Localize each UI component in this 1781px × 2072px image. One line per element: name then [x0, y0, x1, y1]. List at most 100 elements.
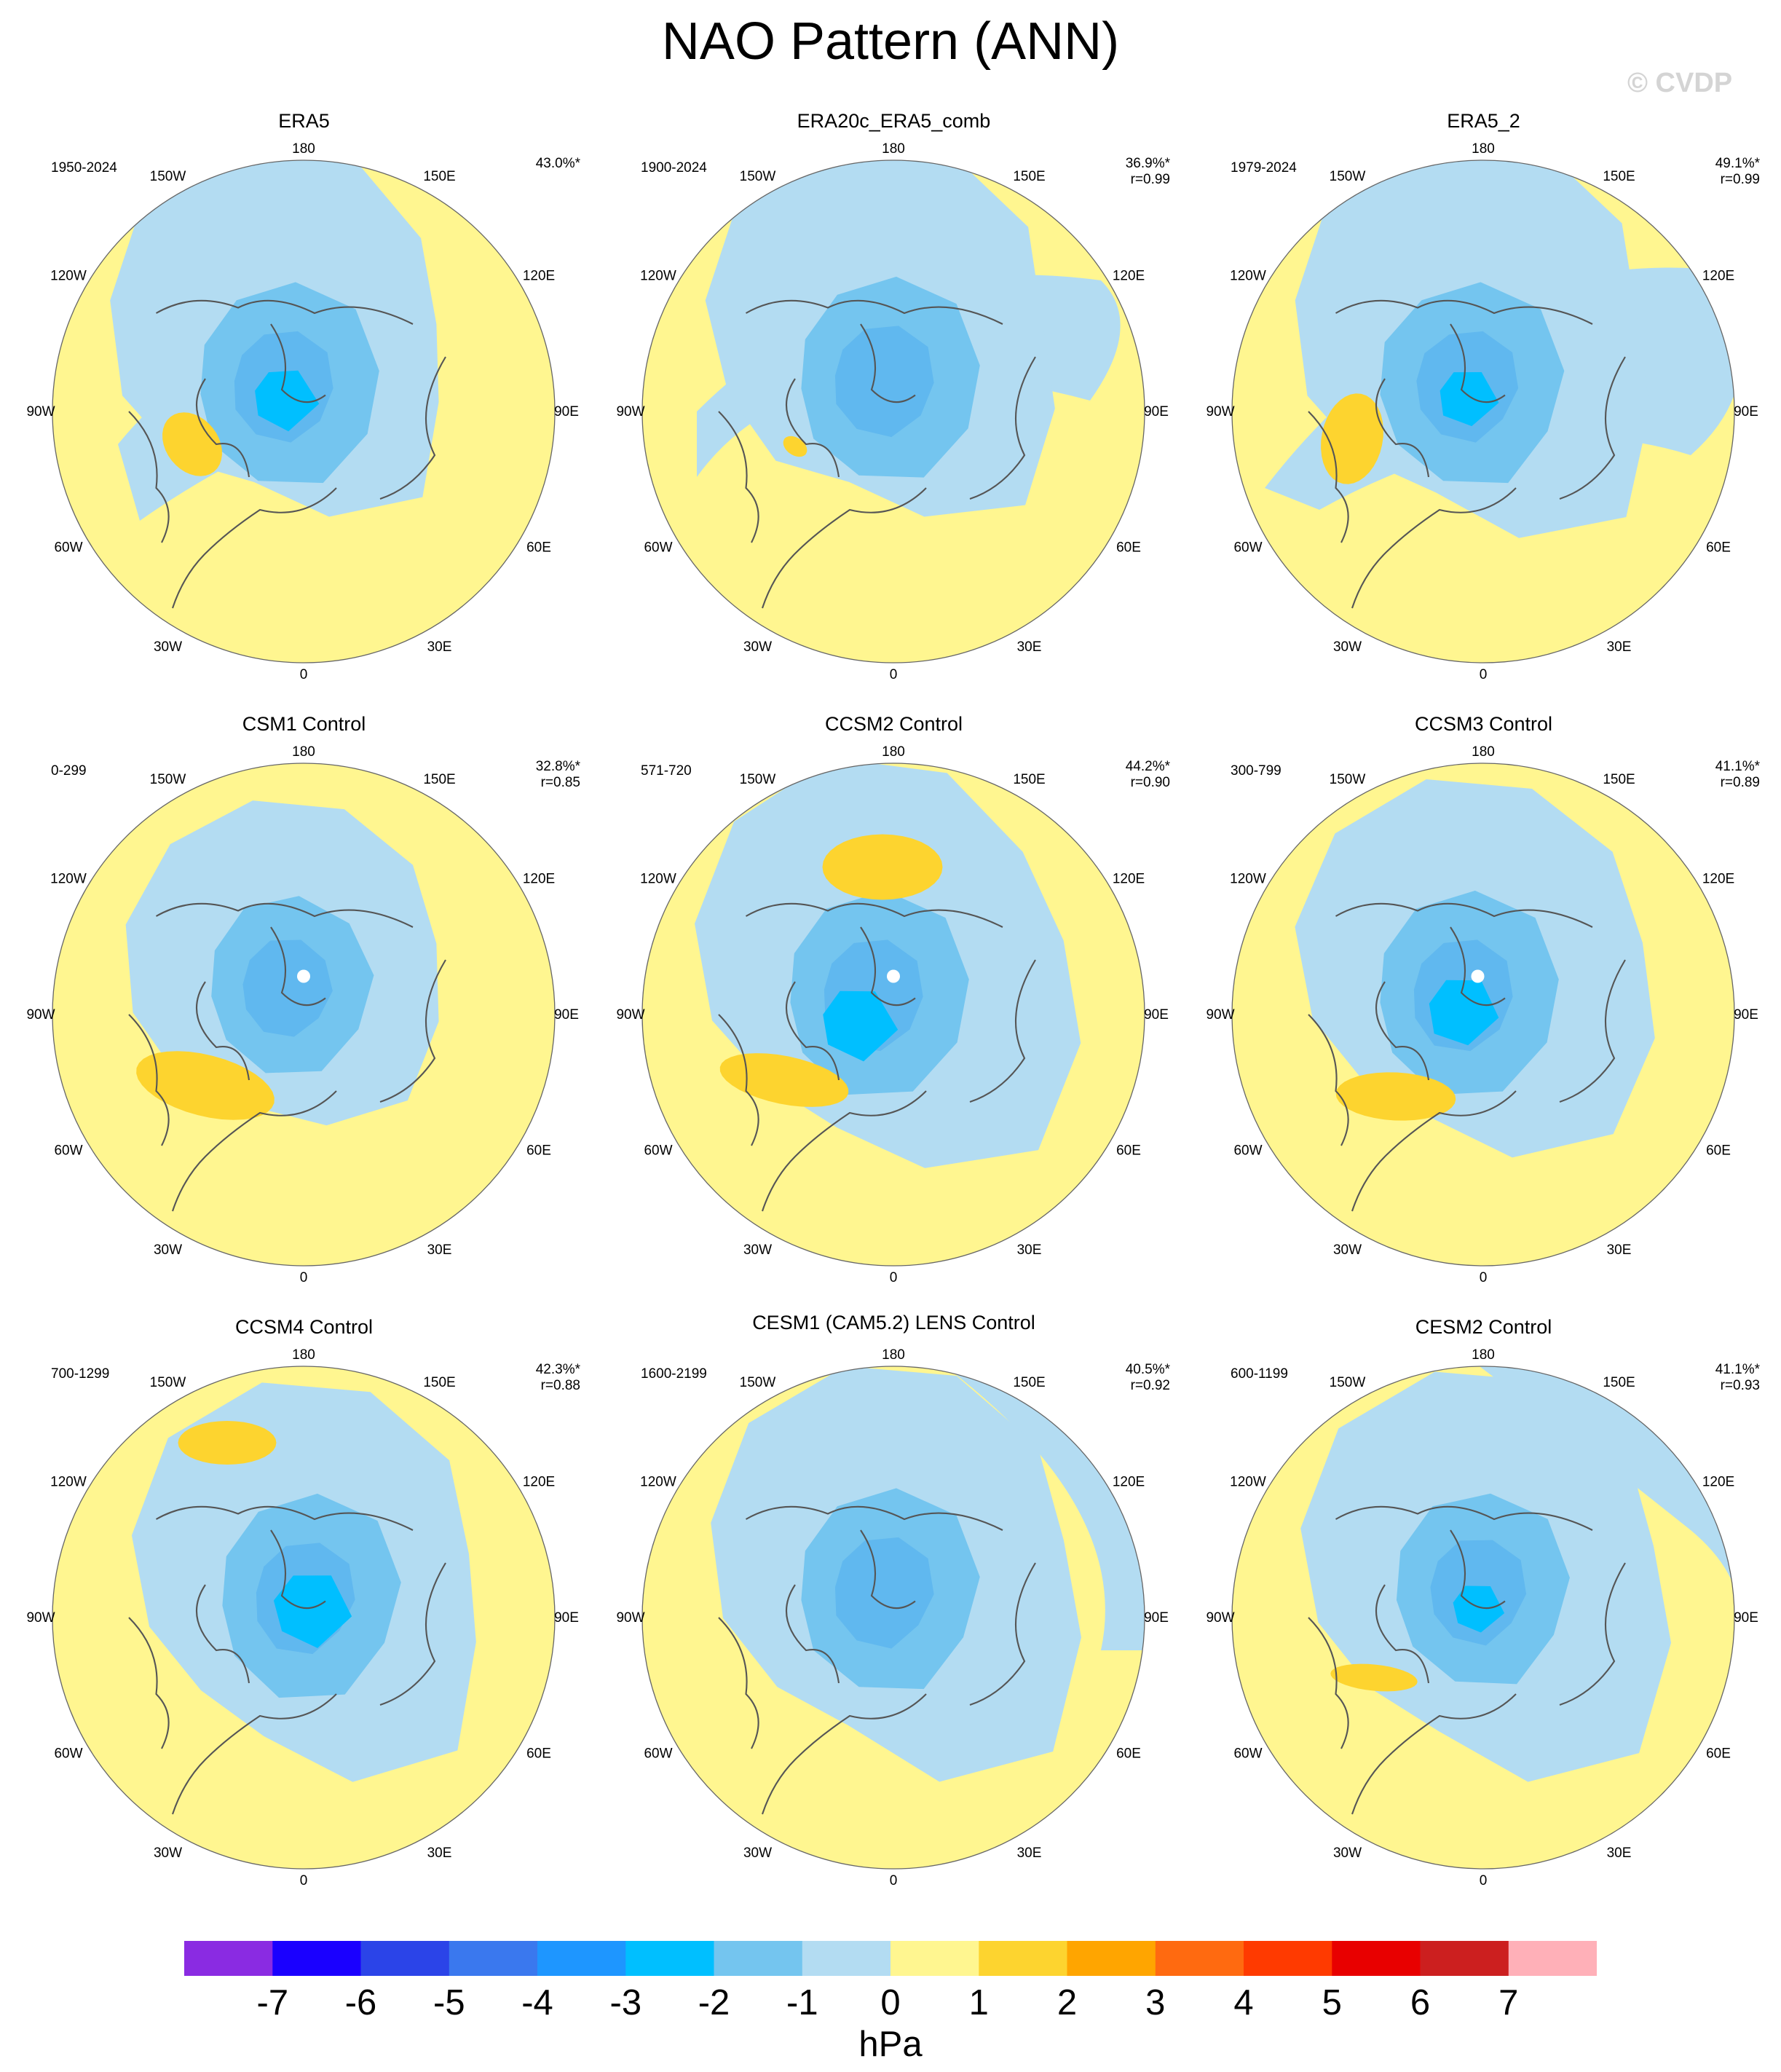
coastline: [762, 487, 927, 609]
longitude-label: 0: [890, 667, 898, 682]
coastline: [155, 1505, 414, 1531]
panel-variance: 43.0%*: [535, 156, 580, 171]
coastline: [1450, 926, 1506, 1007]
panel-variance: 41.1%*: [1715, 1362, 1760, 1377]
panel-stats: 36.9%* r=0.99: [1126, 156, 1170, 188]
colorbar-tick-label: -4: [521, 1983, 553, 2022]
longitude-label: 180: [1472, 1347, 1495, 1363]
panel-title: CCSM4 Control: [234, 1316, 374, 1338]
longitude-label: 60W: [644, 1143, 672, 1159]
polar-map: 180 150E 120E 90E 60E 30E 0 30W 60W 90W 120W 150W: [26, 141, 578, 682]
longitude-label: 90E: [1734, 404, 1758, 419]
panel-variance: 32.8%*: [535, 759, 580, 774]
longitude-label: 30W: [1333, 1846, 1362, 1861]
coastline: [1335, 902, 1593, 928]
coastline: [1308, 1014, 1349, 1146]
negative-anomaly-core: [255, 370, 320, 432]
longitude-label: 120E: [523, 1475, 555, 1490]
negative-anomaly-core: [1440, 372, 1499, 427]
positive-anomaly-contour: [822, 834, 943, 900]
coastline: [128, 1014, 170, 1146]
map-border: [52, 1366, 556, 1870]
map-panel-ccsm4-control: CCSM4 Control 700-1299 42.3%* r=0.88 180…: [7, 1315, 601, 1920]
polar-map: 180 150E 120E 90E 60E 30E 0 30W 60W 90W 120W 150W: [26, 1347, 578, 1888]
longitude-label: 120E: [523, 269, 555, 284]
polar-map: 180 150E 120E 90E 60E 30E 0 30W 60W 90W 120W 150W: [616, 1347, 1168, 1888]
coastline: [786, 981, 840, 1081]
colorbar-swatch: [1508, 1941, 1597, 1976]
map-panel-era20c-era5-comb: ERA20c_ERA5_comb 1900-2024 36.9%* r=0.99…: [597, 109, 1190, 714]
longitude-label: 120E: [1113, 269, 1145, 284]
coastline: [270, 926, 326, 1007]
longitude-label: 60W: [644, 540, 672, 556]
coastline: [1450, 323, 1506, 403]
panel-stats: 41.1%* r=0.89: [1715, 759, 1760, 791]
longitude-label: 180: [882, 141, 905, 157]
longitude-label: 90E: [554, 1007, 579, 1023]
colorbar-tick-label: 4: [1233, 1983, 1254, 2022]
map-border: [52, 763, 556, 1267]
panel-pattern-correlation: r=0.99: [1130, 172, 1170, 187]
longitude-label: 60W: [1233, 1143, 1262, 1159]
longitude-label: 120W: [1230, 1475, 1266, 1490]
longitude-label: 60E: [1706, 540, 1731, 556]
longitude-label: 120W: [640, 269, 676, 284]
positive-anomaly-contour: [1321, 393, 1383, 484]
coastline: [786, 378, 840, 478]
longitude-label: 90W: [26, 404, 55, 419]
coastline: [718, 1014, 759, 1146]
longitude-label: 150W: [740, 169, 776, 184]
longitude-label: 150E: [423, 772, 455, 787]
panel-variance: 44.2%*: [1125, 759, 1170, 774]
colorbar-swatch: [625, 1941, 715, 1976]
coastline: [1308, 411, 1349, 543]
page-title: NAO Pattern (ANN): [661, 12, 1120, 71]
longitude-label: 150E: [1013, 772, 1045, 787]
coastline: [745, 299, 1003, 325]
coastline: [379, 1562, 446, 1706]
longitude-label: 90W: [616, 1007, 644, 1023]
colorbar-tick-label: 1: [968, 1983, 989, 2022]
coastline: [270, 323, 326, 403]
longitude-label: 90E: [1144, 404, 1169, 419]
coastline: [172, 487, 337, 609]
panel-period: 1950-2024: [51, 160, 117, 176]
coastline: [969, 356, 1036, 500]
map-panel-era5: ERA5 1950-2024 43.0%* 180 150E 120E 90E 60E 3…: [7, 109, 601, 714]
longitude-label: 180: [1472, 744, 1495, 760]
longitude-label: 0: [1480, 1873, 1488, 1888]
panel-period: 571-720: [641, 763, 692, 779]
longitude-label: 150E: [1603, 1375, 1635, 1390]
colorbar-tick-label: -3: [609, 1983, 642, 2022]
colorbar-swatch: [1244, 1941, 1332, 1976]
coastline: [1351, 1693, 1517, 1815]
panel-pattern-correlation: r=0.85: [540, 775, 580, 790]
longitude-label: 90W: [26, 1610, 55, 1626]
longitude-label: 90W: [616, 404, 644, 419]
panel-pattern-correlation: r=0.99: [1720, 172, 1760, 187]
longitude-label: 120E: [1702, 269, 1734, 284]
longitude-label: 120E: [1113, 1475, 1145, 1490]
panel-variance: 49.1%*: [1715, 156, 1760, 171]
coastline: [1559, 1562, 1626, 1706]
longitude-label: 90W: [1206, 1610, 1234, 1626]
map-border: [641, 1366, 1145, 1870]
colorbar-tick-label: 7: [1498, 1983, 1519, 2022]
longitude-label: 60W: [1233, 1746, 1262, 1762]
longitude-label: 0: [890, 1270, 898, 1285]
longitude-label: 0: [1480, 1270, 1488, 1285]
longitude-label: 150E: [1603, 772, 1635, 787]
coastline: [718, 1617, 759, 1749]
positive-anomaly-contour: [136, 1051, 275, 1120]
longitude-label: 30W: [743, 639, 772, 655]
longitude-label: 150E: [1013, 1375, 1045, 1390]
longitude-label: 90E: [1144, 1007, 1169, 1023]
longitude-label: 30W: [154, 639, 182, 655]
negative-anomaly-contour: [834, 326, 934, 438]
longitude-label: 120W: [1230, 872, 1266, 887]
colorbar-swatch: [802, 1941, 891, 1976]
coastline: [128, 411, 170, 543]
map-border: [52, 159, 556, 663]
positive-anomaly-contour: [783, 436, 807, 457]
panel-period: 1900-2024: [641, 160, 707, 176]
